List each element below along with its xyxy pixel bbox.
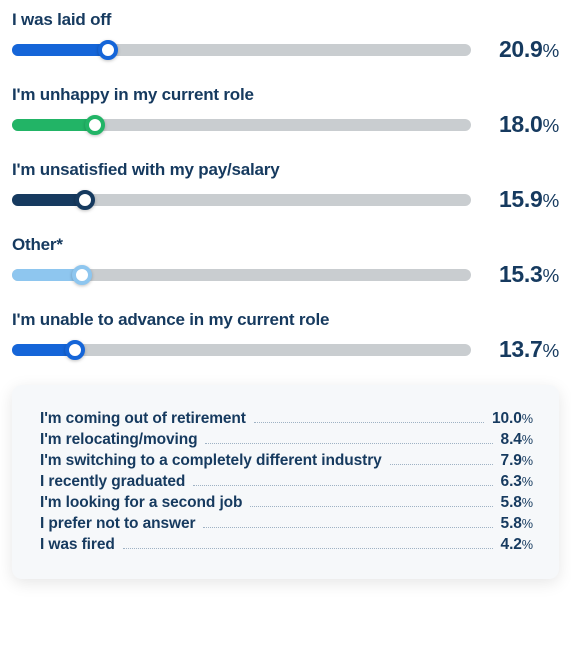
panel-row: I'm looking for a second job 5.8%: [40, 494, 533, 512]
panel-row: I'm coming out of retirement 10.0%: [40, 410, 533, 428]
bar-row: I'm unhappy in my current role 18.0%: [12, 85, 559, 138]
leader-dots: [203, 527, 492, 528]
bar-knob: [65, 340, 85, 360]
panel-label: I'm switching to a completely different …: [40, 452, 382, 470]
bar-percentage: 15.3%: [485, 261, 559, 288]
bar-label: I'm unhappy in my current role: [12, 85, 559, 105]
leader-dots: [193, 485, 492, 486]
bar-track: [12, 269, 471, 281]
panel-percentage: 7.9%: [501, 452, 533, 470]
leader-dots: [254, 422, 484, 423]
bar-knob: [72, 265, 92, 285]
bar-track: [12, 119, 471, 131]
panel-label: I prefer not to answer: [40, 515, 195, 533]
bar-row: Other* 15.3%: [12, 235, 559, 288]
bar-percentage: 18.0%: [485, 111, 559, 138]
bar-track: [12, 344, 471, 356]
bar-row: I'm unsatisfied with my pay/salary 15.9%: [12, 160, 559, 213]
bar-label: I'm unsatisfied with my pay/salary: [12, 160, 559, 180]
panel-percentage: 5.8%: [501, 515, 533, 533]
bar-row: I was laid off 20.9%: [12, 10, 559, 63]
secondary-panel: I'm coming out of retirement 10.0% I'm rel…: [12, 385, 559, 579]
panel-percentage: 5.8%: [501, 494, 533, 512]
bar-line: 20.9%: [12, 36, 559, 63]
panel-percentage: 6.3%: [501, 473, 533, 491]
panel-row: I was fired 4.2%: [40, 536, 533, 554]
panel-row: I'm relocating/moving 8.4%: [40, 431, 533, 449]
panel-row: I recently graduated 6.3%: [40, 473, 533, 491]
bar-knob: [75, 190, 95, 210]
leader-dots: [205, 443, 492, 444]
bar-knob: [85, 115, 105, 135]
bar-label: I was laid off: [12, 10, 559, 30]
panel-label: I'm coming out of retirement: [40, 410, 246, 428]
panel-label: I recently graduated: [40, 473, 185, 491]
bar-fill: [12, 119, 95, 131]
bar-percentage: 15.9%: [485, 186, 559, 213]
bar-knob: [98, 40, 118, 60]
bar-line: 13.7%: [12, 336, 559, 363]
bar-label: I'm unable to advance in my current role: [12, 310, 559, 330]
bar-label: Other*: [12, 235, 559, 255]
panel-row: I prefer not to answer 5.8%: [40, 515, 533, 533]
bar-percentage: 20.9%: [485, 36, 559, 63]
bar-row: I'm unable to advance in my current role…: [12, 310, 559, 363]
bar-line: 15.3%: [12, 261, 559, 288]
panel-label: I was fired: [40, 536, 115, 554]
bar-track: [12, 44, 471, 56]
panel-label: I'm relocating/moving: [40, 431, 197, 449]
leader-dots: [123, 548, 493, 549]
leader-dots: [250, 506, 492, 507]
bar-line: 15.9%: [12, 186, 559, 213]
bar-fill: [12, 44, 108, 56]
leader-dots: [390, 464, 493, 465]
panel-percentage: 8.4%: [501, 431, 533, 449]
panel-label: I'm looking for a second job: [40, 494, 242, 512]
bar-track: [12, 194, 471, 206]
panel-percentage: 10.0%: [492, 410, 533, 428]
bar-line: 18.0%: [12, 111, 559, 138]
bar-chart: I was laid off 20.9% I'm unhappy in my cur…: [12, 10, 559, 363]
bar-percentage: 13.7%: [485, 336, 559, 363]
panel-row: I'm switching to a completely different …: [40, 452, 533, 470]
panel-percentage: 4.2%: [501, 536, 533, 554]
